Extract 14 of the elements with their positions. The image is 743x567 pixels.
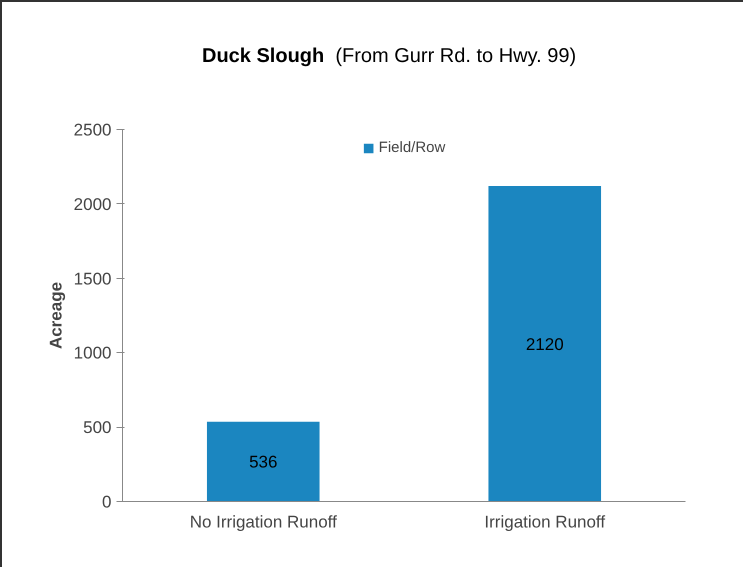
- y-tick-label: 0: [102, 492, 112, 512]
- chart-title: Duck Slough: [202, 45, 324, 67]
- y-tick-label: 1000: [74, 344, 112, 363]
- x-tick-label: Irrigation Runoff: [484, 512, 606, 532]
- chart-subtitle: (From Gurr Rd. to Hwy. 99): [334, 45, 576, 67]
- y-tick-label: 2500: [74, 120, 112, 140]
- x-tick-label: No Irrigation Runoff: [190, 512, 338, 532]
- y-tick-label: 500: [83, 418, 112, 438]
- y-tick-label: 1500: [74, 269, 112, 288]
- y-tick-label: 2000: [74, 194, 112, 214]
- legend-label: Field/Row: [378, 139, 446, 156]
- data-label: 2120: [526, 334, 564, 354]
- data-label: 536: [249, 452, 278, 472]
- y-axis-title: Acreage: [46, 282, 66, 350]
